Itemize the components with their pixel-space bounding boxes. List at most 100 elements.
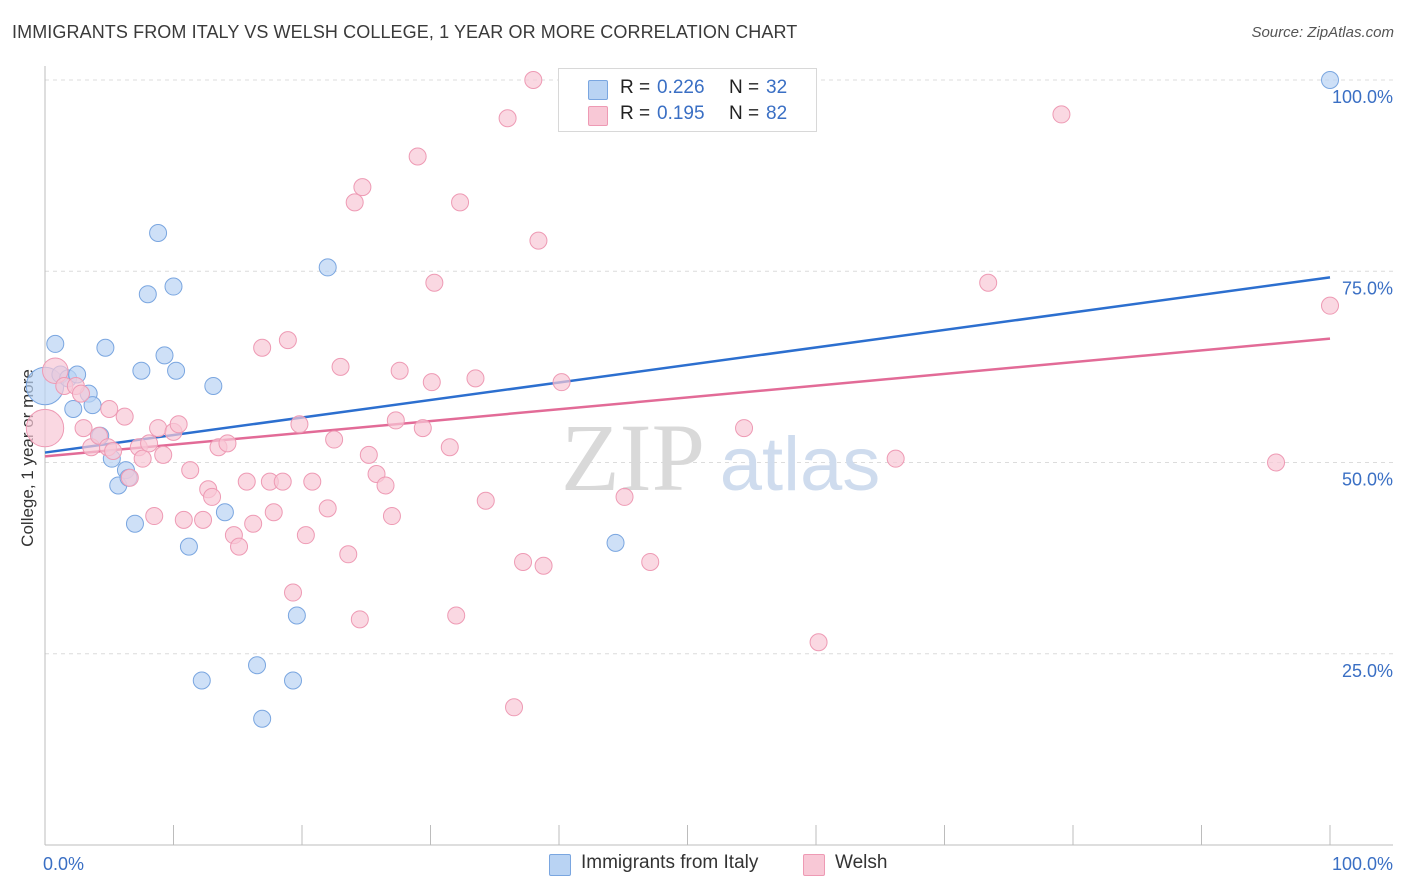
point-welsh [331,357,350,376]
y-tick-label: 100.0% [1332,87,1393,107]
point-italy [1321,71,1339,89]
point-italy [215,503,234,522]
legend-swatch-italy [588,80,608,100]
point-italy [287,606,306,625]
point-welsh [244,514,263,533]
point-welsh [100,399,119,418]
point-italy [83,396,102,415]
point-welsh [359,445,378,464]
point-welsh [230,537,249,556]
legend-row-welsh: R = 0.195 N = 82 [559,102,816,128]
point-italy [253,709,272,728]
point-welsh [353,178,372,197]
point-welsh [303,472,322,491]
trend-line-welsh [44,337,1331,458]
point-welsh [382,507,401,526]
point-welsh [174,510,193,529]
trend-line-italy [44,276,1331,454]
point-welsh [386,411,405,430]
chart-title: IMMIGRANTS FROM ITALY VS WELSH COLLEGE, … [12,22,798,42]
x-tick-label-min: 0.0% [43,854,84,874]
point-welsh [74,419,93,438]
data-points [25,69,1339,728]
point-italy [192,671,211,690]
legend-n-value: 32 [766,77,788,98]
point-welsh [505,698,524,717]
point-welsh [140,434,159,453]
point-welsh [440,438,459,457]
point-welsh [253,338,272,357]
correlation-legend: R = 0.226 N = 32 R = 0.195 N = 82 [558,68,817,132]
point-welsh [451,193,470,212]
point-welsh [203,487,222,506]
legend-r-value: 0.195 [657,103,705,124]
point-welsh [115,407,134,426]
point-italy [248,656,267,675]
point-italy [46,334,65,353]
y-tick-label: 50.0% [1342,470,1393,490]
point-welsh [447,606,466,625]
point-welsh [529,231,548,250]
point-italy [96,338,115,357]
watermark-zip: ZIP [561,404,705,511]
point-welsh [1052,105,1071,124]
point-welsh [1267,453,1286,472]
watermark: ZIP atlas [561,404,880,511]
legend-swatch-welsh [588,106,608,126]
point-italy [132,361,151,380]
point-welsh [735,419,754,438]
point-italy [64,399,83,418]
point-welsh [237,472,256,491]
point-welsh [641,552,660,571]
legend-label-welsh: Welsh [835,852,888,873]
point-welsh [145,507,164,526]
point-welsh [615,487,634,506]
legend-swatch-italy [549,854,571,876]
point-welsh [1321,296,1339,315]
y-tick-label: 75.0% [1342,278,1393,298]
point-italy [167,361,186,380]
point-welsh [350,610,369,629]
gridlines [45,79,1393,655]
point-welsh [339,545,358,564]
point-welsh [296,526,315,545]
point-welsh [413,419,432,438]
point-welsh [284,583,303,602]
point-welsh [154,445,173,464]
point-welsh [264,503,283,522]
point-welsh [979,273,998,292]
point-italy [179,537,198,556]
point-welsh [181,461,200,480]
point-welsh [318,499,337,518]
point-welsh [25,408,65,448]
point-welsh [390,361,409,380]
point-welsh [498,109,517,128]
point-welsh [809,633,828,652]
point-welsh [42,357,69,384]
legend-r-label: R = [620,77,651,98]
source-label: Source: ZipAtlas.com [1251,24,1394,41]
point-italy [606,533,625,552]
legend-n-label: N = [729,103,760,124]
point-welsh [524,71,543,89]
point-italy [318,258,337,277]
point-welsh [408,147,427,166]
point-welsh [886,449,905,468]
legend-n-value: 82 [766,103,788,124]
point-italy [284,671,303,690]
point-welsh [169,415,188,434]
point-welsh [104,442,123,461]
point-welsh [534,556,553,575]
tick-labels: 25.0% 50.0% 75.0% 100.0% 0.0% 100.0% [43,87,1393,874]
point-welsh [325,430,344,449]
point-welsh [290,415,309,434]
point-welsh [133,449,152,468]
point-welsh [466,369,485,388]
point-italy [125,514,144,533]
point-italy [155,346,174,365]
series-legend: Immigrants from Italy Welsh [0,851,1406,879]
legend-r-label: R = [620,103,651,124]
x-tick-label-max: 100.0% [1332,854,1393,874]
point-welsh [425,273,444,292]
